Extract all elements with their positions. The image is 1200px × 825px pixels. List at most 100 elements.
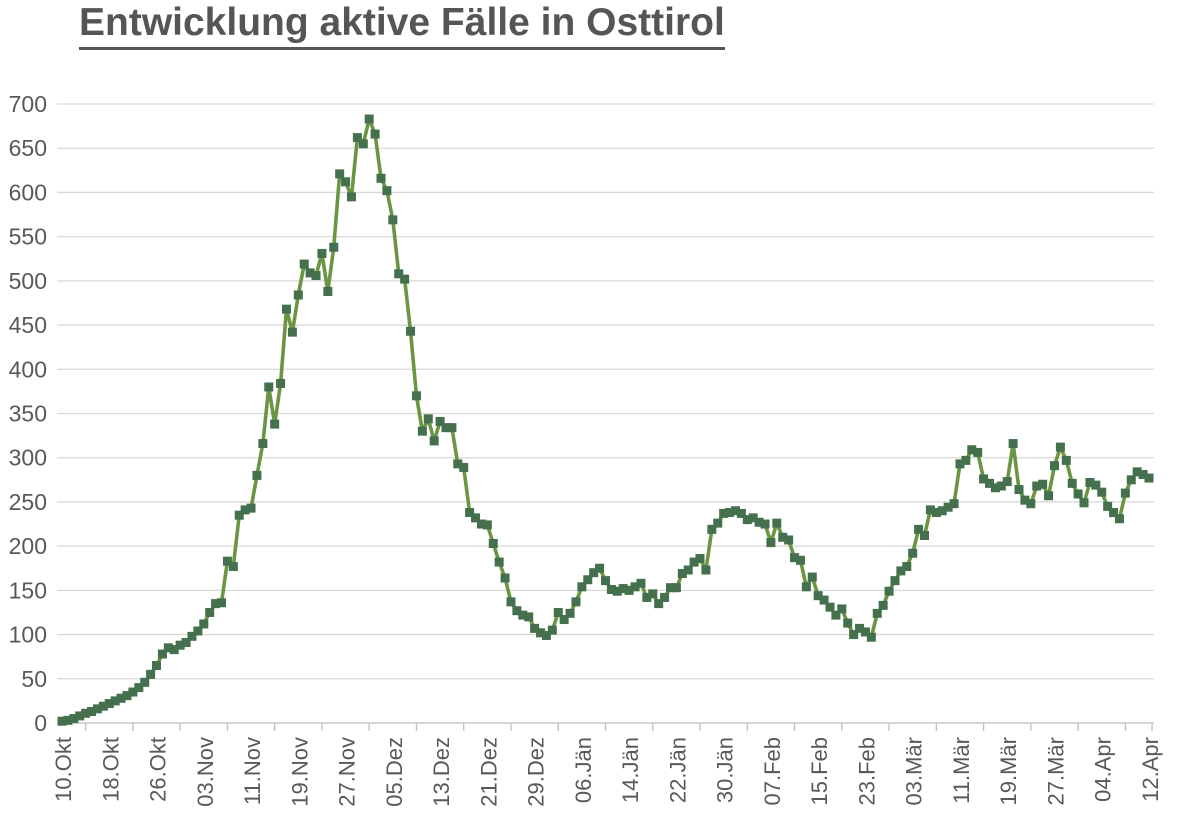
data-point-marker [1032, 481, 1042, 491]
data-point-marker [943, 502, 953, 512]
data-point-marker [819, 595, 829, 605]
data-point-marker [370, 129, 380, 139]
data-point-marker [382, 186, 392, 196]
data-point-marker [1109, 508, 1119, 518]
data-point-marker [346, 192, 356, 202]
data-point-marker [1126, 475, 1136, 485]
data-point-marker [252, 470, 262, 480]
data-point-marker [152, 661, 162, 671]
x-axis-tick-label: 04.Apr [1091, 737, 1116, 802]
data-point-marker [742, 515, 752, 525]
y-axis-tick-label: 200 [9, 533, 47, 559]
data-point-marker [335, 169, 345, 179]
data-point-marker [589, 568, 599, 578]
data-point-marker [1038, 479, 1048, 489]
data-point-marker [488, 538, 498, 548]
data-point-marker [990, 483, 1000, 493]
x-axis-tick-label: 23.Feb [854, 737, 879, 806]
data-point-marker [665, 583, 675, 593]
data-point-marker [553, 607, 563, 617]
data-point-marker [961, 455, 971, 465]
data-point-marker [305, 268, 315, 278]
data-point-marker [955, 459, 965, 469]
data-point-marker [831, 610, 841, 620]
data-point-marker [541, 630, 551, 640]
data-point-marker [110, 696, 120, 706]
x-axis-tick-label: 19.Mär [996, 737, 1021, 805]
data-point-marker [299, 259, 309, 269]
data-point-marker [187, 631, 197, 641]
data-point-marker [246, 503, 256, 513]
x-axis-tick-label: 26.Okt [146, 737, 171, 802]
data-point-marker [417, 426, 427, 436]
data-point-marker [87, 707, 97, 716]
data-point-marker [601, 576, 610, 586]
data-point-marker [973, 447, 983, 457]
data-point-marker [642, 592, 652, 602]
data-point-marker [636, 578, 646, 588]
data-point-marker [512, 606, 522, 616]
y-axis-tick-label: 400 [9, 356, 47, 382]
data-point-marker [281, 304, 291, 314]
data-point-marker [122, 691, 132, 701]
data-point-marker [258, 439, 268, 449]
data-point-marker [719, 508, 729, 518]
data-point-marker [476, 519, 486, 529]
data-point-marker [996, 481, 1006, 491]
data-point-marker [1044, 491, 1054, 501]
x-axis-tick-label: 05.Dez [382, 737, 407, 807]
data-point-marker [228, 561, 238, 571]
data-point-marker [784, 535, 794, 545]
data-point-marker [1114, 514, 1124, 524]
data-point-marker [979, 474, 989, 484]
data-point-marker [1061, 455, 1071, 465]
x-axis-tick-label: 21.Dez [476, 737, 501, 807]
data-point-marker [264, 382, 274, 392]
data-point-marker [394, 269, 404, 279]
data-point-marker [689, 557, 699, 567]
x-axis-tick-label: 07.Feb [760, 737, 785, 806]
x-axis-tick-label: 14.Jän [618, 737, 643, 803]
chart-title-text: Entwicklung aktive Fälle in Osttirol [79, 1, 725, 50]
data-point-marker [559, 615, 569, 625]
data-point-marker [69, 714, 79, 724]
data-point-marker [843, 618, 853, 628]
y-axis-tick-label: 700 [9, 91, 47, 117]
data-point-marker [494, 557, 504, 567]
data-point-marker [1079, 498, 1089, 508]
data-point-marker [63, 715, 73, 725]
data-point-marker [441, 423, 451, 433]
data-point-marker [104, 699, 114, 709]
data-point-marker [624, 585, 634, 595]
data-point-marker [536, 628, 546, 638]
data-point-marker [860, 627, 870, 637]
y-axis-tick-label: 100 [9, 622, 47, 648]
data-point-marker [1014, 485, 1024, 495]
x-axis-tick-label: 10.Okt [51, 737, 76, 802]
data-point-marker [660, 592, 670, 602]
data-point-marker [790, 553, 800, 563]
data-point-marker [518, 610, 528, 620]
data-point-marker [1067, 478, 1077, 488]
data-point-marker [1026, 499, 1036, 509]
x-axis-tick-label: 13.Dez [429, 737, 454, 807]
x-axis-tick-label: 30.Jän [713, 737, 738, 803]
data-point-marker [908, 548, 918, 558]
x-axis-tick-label: 15.Feb [807, 737, 832, 806]
data-point-marker [140, 677, 150, 687]
data-point-marker [240, 505, 250, 515]
data-point-marker [736, 508, 746, 518]
data-point-marker [772, 518, 782, 528]
data-point-marker [500, 573, 510, 583]
data-point-marker [713, 518, 723, 528]
data-point-marker [287, 327, 297, 337]
data-point-marker [465, 508, 475, 518]
data-point-marker [530, 623, 540, 633]
data-point-marker [406, 326, 416, 336]
data-point-marker [81, 708, 91, 718]
data-point-marker [677, 569, 687, 579]
data-point-marker [352, 133, 362, 143]
data-point-marker [1008, 439, 1018, 449]
data-point-marker [471, 513, 481, 523]
